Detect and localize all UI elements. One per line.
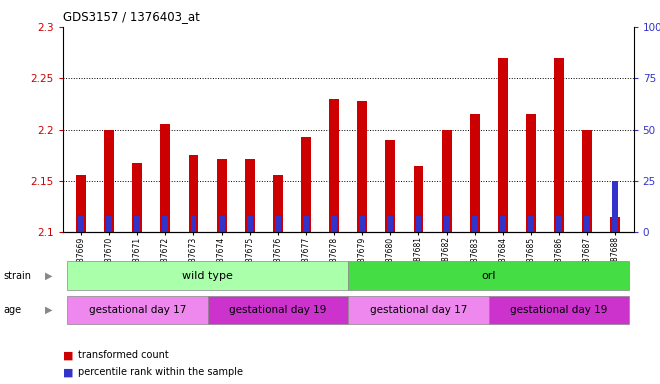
Bar <box>528 216 534 232</box>
Text: ▶: ▶ <box>45 270 52 281</box>
Text: GDS3157 / 1376403_at: GDS3157 / 1376403_at <box>63 10 199 23</box>
Bar <box>357 101 367 232</box>
Text: wild type: wild type <box>182 270 233 281</box>
Bar <box>584 216 590 232</box>
Bar <box>160 124 170 232</box>
Text: age: age <box>3 305 21 315</box>
Text: ■: ■ <box>63 350 73 360</box>
Bar <box>444 216 449 232</box>
Bar <box>500 216 506 232</box>
Bar <box>191 216 197 232</box>
Bar <box>582 129 592 232</box>
Text: ■: ■ <box>63 367 73 377</box>
Text: ▶: ▶ <box>45 305 52 315</box>
Bar <box>329 99 339 232</box>
Bar <box>526 114 536 232</box>
Bar <box>359 216 365 232</box>
Bar <box>275 216 280 232</box>
Bar <box>134 216 140 232</box>
Bar <box>78 216 84 232</box>
Bar <box>189 155 199 232</box>
Bar <box>331 216 337 232</box>
Bar <box>470 114 480 232</box>
Bar <box>247 216 253 232</box>
Bar <box>414 166 423 232</box>
Bar <box>273 175 282 232</box>
Bar <box>162 216 168 232</box>
Bar <box>245 159 255 232</box>
Bar <box>216 159 226 232</box>
Bar <box>76 175 86 232</box>
Bar <box>301 137 311 232</box>
Bar <box>106 216 112 232</box>
Bar <box>387 216 393 232</box>
Bar <box>610 217 620 232</box>
Bar <box>554 58 564 232</box>
Text: orl: orl <box>482 270 496 281</box>
Bar <box>556 216 562 232</box>
Bar <box>303 216 309 232</box>
Bar <box>416 216 422 232</box>
Bar <box>104 129 114 232</box>
Text: gestational day 17: gestational day 17 <box>370 305 467 315</box>
Bar <box>472 216 478 232</box>
Text: gestational day 17: gestational day 17 <box>88 305 186 315</box>
Bar <box>218 216 224 232</box>
Bar <box>385 140 395 232</box>
Text: strain: strain <box>3 270 31 281</box>
Text: transformed count: transformed count <box>78 350 169 360</box>
Text: percentile rank within the sample: percentile rank within the sample <box>78 367 243 377</box>
Bar <box>132 164 142 232</box>
Text: gestational day 19: gestational day 19 <box>229 305 327 315</box>
Bar <box>442 129 451 232</box>
Bar <box>498 58 508 232</box>
Text: gestational day 19: gestational day 19 <box>510 305 608 315</box>
Bar <box>612 181 618 232</box>
